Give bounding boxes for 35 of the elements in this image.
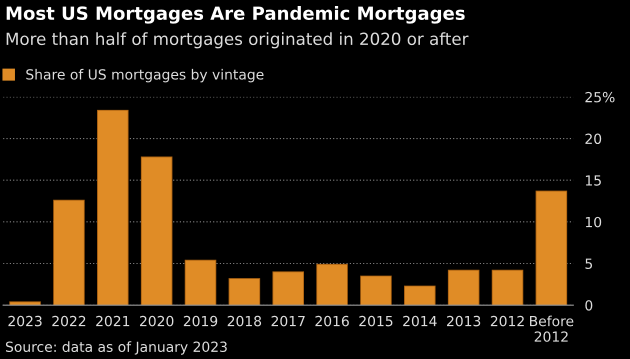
bar	[184, 260, 216, 306]
x-tick-label: 2015	[359, 316, 392, 326]
x-tick-label: 2012	[490, 316, 524, 326]
bar	[272, 271, 304, 306]
x-tick-label: 2017	[272, 316, 305, 326]
x-tick-label: 2019	[184, 316, 218, 326]
chart-title: Most US Mortgages Are Pandemic Mortgages	[6, 6, 465, 24]
x-tick-label: 2021	[96, 316, 130, 326]
y-tick-label: 25%	[585, 92, 615, 102]
bar	[448, 270, 480, 306]
chart-subtitle: More than half of mortgages originated in 2020 or after	[6, 32, 468, 48]
x-tick-label: Before 2012	[530, 316, 574, 342]
x-tick-label: 2020	[140, 316, 174, 326]
x-tick-label: 2014	[403, 316, 437, 326]
bar	[228, 278, 260, 306]
bar	[316, 264, 348, 306]
x-tick-label: 2013	[447, 316, 480, 326]
bar	[97, 110, 129, 306]
bar	[53, 200, 85, 306]
y-tick-label: 15	[586, 175, 601, 186]
x-tick-label: 2018	[228, 316, 262, 326]
legend-label: Share of US mortgages by vintage	[26, 68, 264, 82]
bar	[140, 156, 172, 306]
y-tick-label: 5	[585, 258, 592, 269]
bar	[536, 190, 568, 306]
source-note: Source: data as of January 2023	[6, 341, 227, 355]
x-tick-label: 2022	[52, 316, 86, 326]
x-tick-label: 2023	[8, 316, 42, 326]
bar	[492, 270, 524, 306]
bar	[360, 276, 392, 306]
y-tick-label: 20	[585, 134, 602, 144]
y-tick-label: 0	[585, 300, 592, 311]
x-tick-label: 2016	[315, 316, 349, 326]
y-tick-label: 10	[586, 216, 602, 228]
bar	[404, 286, 436, 306]
